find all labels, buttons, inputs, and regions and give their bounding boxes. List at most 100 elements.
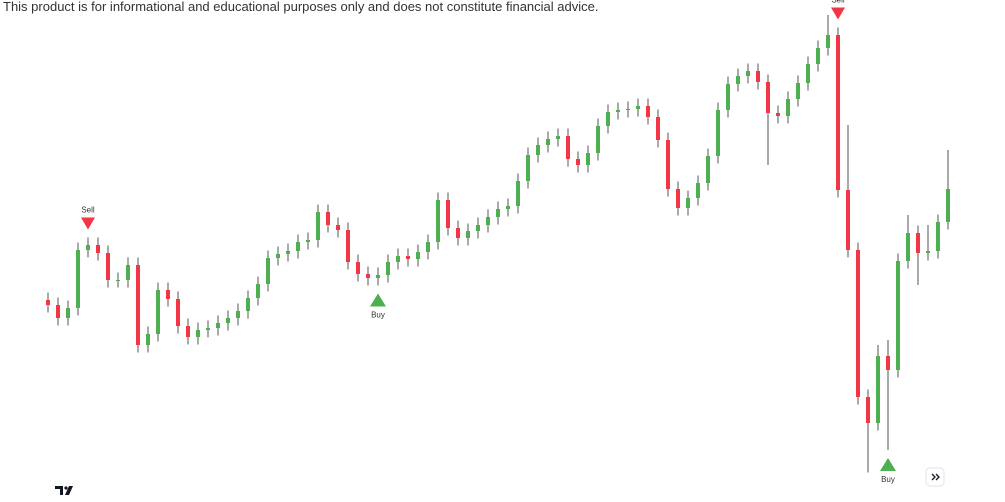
candle-body — [946, 189, 950, 222]
disclaimer: This product is for informational and ed… — [3, 0, 598, 14]
candle-body — [656, 117, 660, 140]
candle-body — [56, 305, 60, 318]
signal-label: Sell — [81, 206, 95, 215]
candle-body — [596, 126, 600, 153]
candle-body — [366, 274, 370, 278]
logo — [55, 486, 73, 495]
candle-body — [486, 217, 490, 225]
candle-body — [636, 106, 640, 109]
candle-body — [206, 328, 210, 330]
candle-body — [586, 153, 590, 165]
candle-body — [766, 82, 770, 113]
candle-body — [846, 190, 850, 250]
candle-body — [916, 233, 920, 253]
candle-body — [536, 145, 540, 155]
candle-body — [236, 311, 240, 318]
candle-body — [66, 308, 70, 318]
candle-body — [276, 254, 280, 258]
candle-body — [756, 71, 760, 82]
candle-body — [116, 280, 120, 281]
candle-body — [806, 64, 810, 83]
candle-body — [456, 228, 460, 238]
candle-body — [326, 212, 330, 225]
candle-body — [186, 326, 190, 337]
candle-body — [936, 222, 940, 251]
candle-body — [86, 245, 90, 250]
candle-body — [216, 323, 220, 328]
candle-body — [876, 356, 880, 423]
candle-body — [706, 156, 710, 183]
candle-body — [96, 245, 100, 253]
candle-body — [306, 240, 310, 242]
candle-body — [796, 83, 800, 99]
candle-body — [906, 233, 910, 261]
candle-body — [316, 212, 320, 240]
candle-body — [436, 200, 440, 242]
signal-label: Buy — [371, 311, 385, 320]
candle-body — [496, 209, 500, 217]
candle-body — [576, 159, 580, 165]
candle-body — [606, 112, 610, 126]
buy-marker — [880, 458, 896, 471]
candle-body — [386, 262, 390, 275]
candle-body — [666, 140, 670, 189]
candle-body — [566, 136, 570, 159]
candle-body — [826, 35, 830, 48]
candle-body — [626, 109, 630, 110]
scroll-button[interactable] — [925, 467, 945, 487]
candle-body — [786, 99, 790, 116]
candle-body — [856, 250, 860, 397]
candle-body — [466, 231, 470, 238]
candle-body — [196, 330, 200, 337]
candle-body — [266, 258, 270, 284]
candle-body — [106, 253, 110, 280]
candle-body — [256, 284, 260, 298]
buy-marker — [370, 293, 386, 307]
signal-label: Buy — [881, 475, 895, 484]
candle-body — [866, 397, 870, 423]
candle-body — [346, 230, 350, 262]
candle-body — [396, 256, 400, 262]
candle-body — [166, 290, 170, 299]
candle-body — [836, 35, 840, 190]
candle-body — [76, 250, 80, 308]
signal-label: Sell — [831, 0, 845, 5]
candle-body — [526, 155, 530, 181]
candle-body — [356, 262, 360, 274]
candle-body — [646, 106, 650, 117]
candle-body — [556, 136, 560, 139]
candle-body — [226, 318, 230, 323]
candle-body — [736, 76, 740, 84]
candle-body — [136, 265, 140, 345]
candle-body — [146, 334, 150, 345]
candle-body — [506, 206, 510, 209]
candle-body — [746, 71, 750, 76]
candle-body — [776, 113, 780, 116]
candle-body — [696, 183, 700, 198]
candle-body — [726, 84, 730, 110]
candle-body — [886, 356, 890, 370]
candle-body — [686, 198, 690, 208]
candle-body — [296, 242, 300, 251]
candle-body — [246, 298, 250, 311]
candle-body — [416, 252, 420, 259]
candle-body — [676, 189, 680, 208]
candle-body — [616, 110, 620, 112]
candle-body — [376, 275, 380, 278]
candle-body — [816, 48, 820, 64]
candle-body — [446, 200, 450, 228]
candle-body — [286, 251, 290, 254]
candle-body — [426, 242, 430, 252]
candle-body — [46, 300, 50, 305]
sell-marker — [831, 7, 845, 20]
candle-body — [896, 261, 900, 370]
candle-body — [126, 265, 130, 280]
candle-body — [926, 251, 930, 253]
candle-body — [716, 110, 720, 156]
sell-marker — [81, 217, 95, 230]
candle-body — [516, 181, 520, 206]
candle-body — [336, 225, 340, 230]
candle-body — [546, 139, 550, 145]
